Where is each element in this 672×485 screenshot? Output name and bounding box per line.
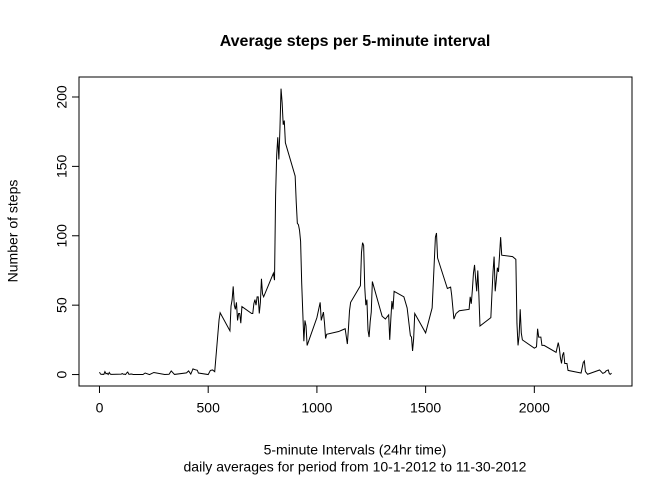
- y-tick-label: 100: [54, 224, 70, 248]
- y-axis-title: Number of steps: [5, 180, 21, 283]
- x-axis-title: 5-minute Intervals (24hr time): [264, 442, 447, 458]
- y-tick-label: 50: [54, 297, 70, 313]
- y-tick-label: 0: [54, 370, 70, 378]
- x-tick-label: 0: [96, 400, 104, 416]
- subtitle: daily averages for period from 10-1-2012…: [184, 459, 527, 475]
- x-tick-label: 1500: [410, 400, 441, 416]
- y-tick-label: 200: [54, 85, 70, 109]
- chart-title: Average steps per 5-minute interval: [220, 33, 491, 50]
- x-tick-label: 1000: [301, 400, 332, 416]
- x-tick-label: 500: [197, 400, 221, 416]
- plot-box: [78, 76, 633, 387]
- y-tick-label: 150: [54, 154, 70, 178]
- series-line: [99, 88, 612, 376]
- x-tick-label: 2000: [519, 400, 550, 416]
